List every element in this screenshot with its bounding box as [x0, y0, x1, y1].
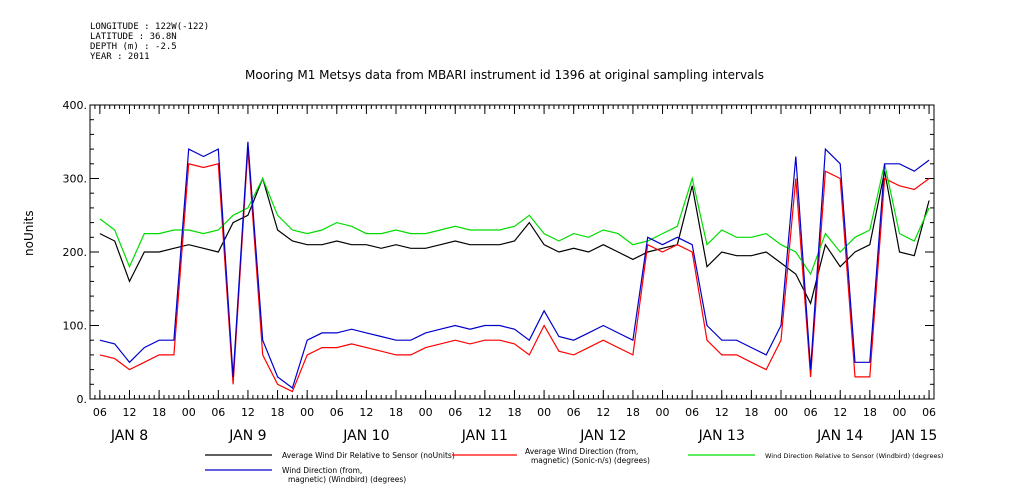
x-hour-tick-label: 00 [182, 406, 196, 419]
x-hour-tick-label: 06 [330, 406, 344, 419]
x-hour-tick-label: 18 [152, 406, 166, 419]
x-day-label: JAN 12 [579, 428, 626, 444]
x-hour-tick-label: 12 [715, 406, 729, 419]
x-hour-tick-label: 12 [241, 406, 255, 419]
latitude-label: LATITUDE : 36.8N [90, 32, 177, 42]
legend-label-3: Wind Direction Relative to Sensor (Windb… [765, 452, 943, 460]
x-hour-tick-label: 00 [300, 406, 314, 419]
y-tick-label: 400. [63, 99, 88, 112]
x-day-label: JAN 10 [342, 428, 389, 444]
x-hour-tick-label: 00 [656, 406, 670, 419]
x-day-label: JAN 11 [461, 428, 508, 444]
x-day-label: JAN 9 [228, 428, 266, 444]
x-day-label: JAN 8 [110, 428, 148, 444]
legend-label-4-line2: magnetic) (Windbird) (degrees) [288, 475, 406, 484]
series-line-4 [99, 141, 930, 389]
x-hour-tick-label: 00 [537, 406, 551, 419]
x-hour-tick-label: 06 [804, 406, 818, 419]
x-hour-tick-label: 00 [892, 406, 906, 419]
longitude-label: LONGITUDE : 122W(-122) [90, 22, 210, 32]
series-line-1 [99, 171, 930, 306]
chart-title: Mooring M1 Metsys data from MBARI instru… [245, 68, 764, 82]
x-hour-tick-label: 12 [478, 406, 492, 419]
series-line-2 [99, 149, 930, 393]
depth-label: DEPTH (m) : -2.5 [90, 42, 177, 52]
x-hour-tick-label: 06 [93, 406, 107, 419]
x-hour-tick-label: 18 [863, 406, 877, 419]
y-tick-label: 100. [63, 320, 88, 333]
legend-label-2-line2: magnetic) (Sonic-n/s) (degrees) [531, 456, 650, 465]
x-day-label: JAN 15 [890, 428, 937, 444]
y-tick-label: 0. [77, 393, 88, 406]
series-line-3 [99, 163, 930, 276]
x-day-label: JAN 13 [698, 428, 745, 444]
x-hour-tick-label: 06 [448, 406, 462, 419]
x-hour-tick-label: 18 [626, 406, 640, 419]
x-hour-tick-label: 18 [507, 406, 521, 419]
x-hour-tick-label: 06 [211, 406, 225, 419]
x-hour-tick-label: 06 [567, 406, 581, 419]
legend-label-4: Wind Direction (from, [282, 466, 362, 475]
x-hour-tick-label: 12 [122, 406, 136, 419]
y-tick-label: 300. [63, 173, 88, 186]
x-hour-tick-label: 06 [685, 406, 699, 419]
x-day-label: JAN 14 [816, 428, 863, 444]
x-hour-tick-label: 18 [389, 406, 403, 419]
x-hour-tick-label: 18 [744, 406, 758, 419]
x-hour-tick-label: 06 [922, 406, 936, 419]
x-hour-tick-label: 00 [419, 406, 433, 419]
y-tick-label: 200. [63, 246, 88, 259]
x-hour-tick-label: 00 [774, 406, 788, 419]
year-label: YEAR : 2011 [90, 52, 150, 62]
legend-label-2: Average Wind Direction (from, [525, 447, 638, 456]
x-hour-tick-label: 18 [271, 406, 285, 419]
x-hour-tick-label: 12 [833, 406, 847, 419]
x-hour-tick-label: 12 [359, 406, 373, 419]
x-hour-tick-label: 12 [596, 406, 610, 419]
legend-label-1: Average Wind Dir Relative to Sensor (noU… [282, 451, 455, 460]
